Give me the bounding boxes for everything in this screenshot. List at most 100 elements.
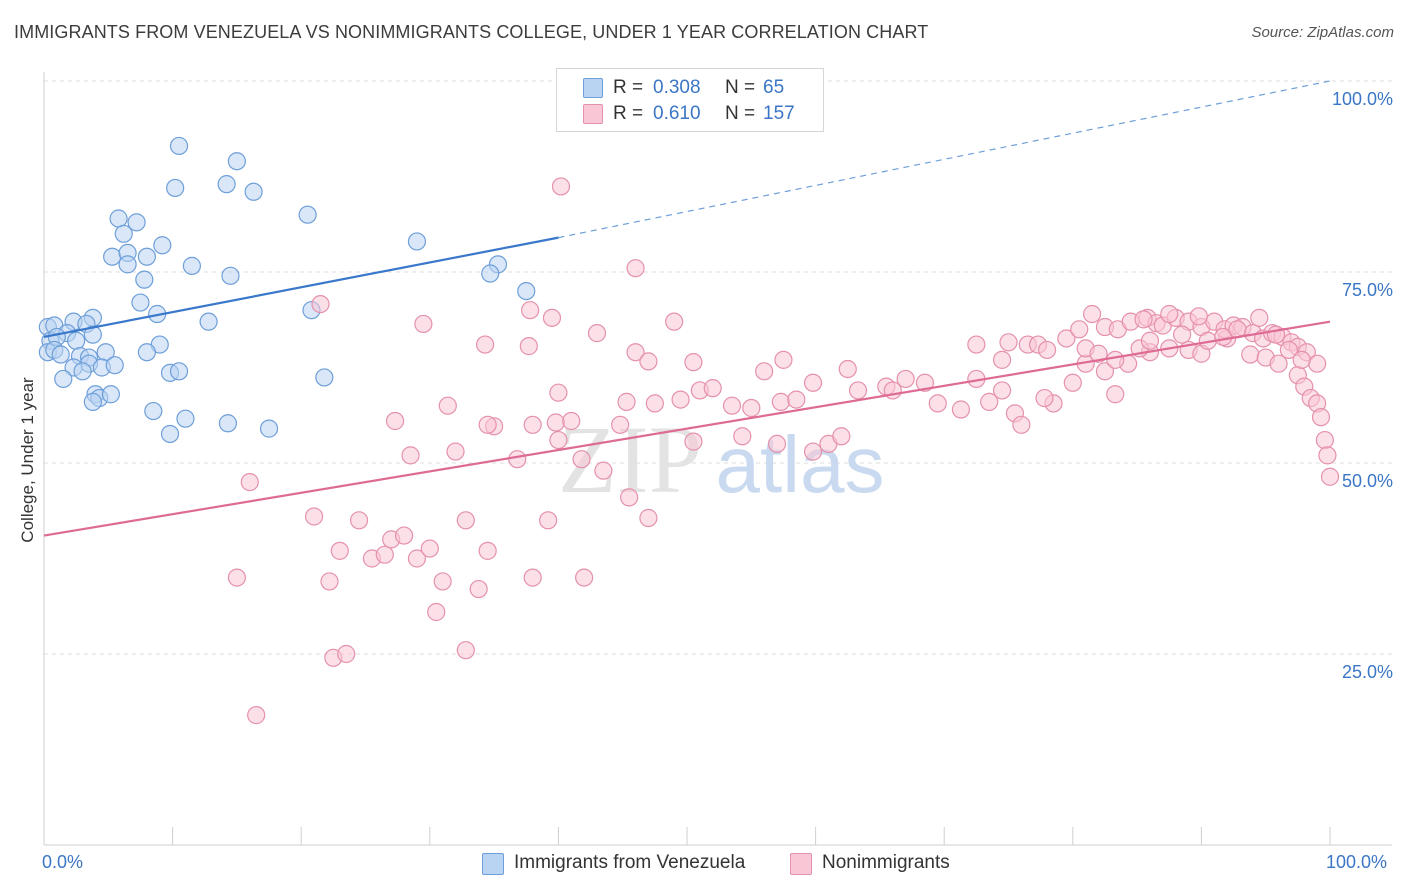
scatter-point	[311, 294, 330, 314]
scatter-point	[199, 312, 218, 331]
scatter-point	[1320, 467, 1340, 486]
scatter-point	[992, 350, 1012, 369]
scatter-point	[218, 414, 237, 433]
scatter-point	[838, 359, 857, 379]
scatter-point	[722, 396, 742, 415]
scatter-point	[478, 415, 497, 434]
scatter-point	[626, 259, 645, 278]
x-tick-label-max: 100.0%	[1326, 852, 1388, 872]
stats-legend: R = 0.308 N = 65 R = 0.610 N = 157	[556, 68, 824, 132]
scatter-point	[1095, 362, 1115, 381]
scatter-point	[1269, 354, 1288, 373]
source-credit: Source: ZipAtlas.com	[1251, 24, 1394, 41]
trend-lines	[43, 80, 1331, 537]
scatter-point	[639, 508, 658, 528]
trend-line-nonimmigrants	[43, 320, 1331, 537]
scatter-point	[542, 308, 562, 327]
scatter-point	[523, 415, 542, 434]
scatter-point	[521, 301, 540, 320]
scatter-point	[330, 541, 349, 560]
scatter-point	[733, 427, 752, 446]
legend-swatch-venezuela	[583, 78, 603, 98]
scatter-point	[337, 644, 356, 664]
scatter-point	[703, 379, 722, 398]
scatter-point	[517, 282, 536, 301]
scatter-point	[539, 511, 558, 530]
scatter-point	[160, 424, 180, 444]
legend-r-value: 0.610	[653, 103, 701, 124]
scatter-point	[427, 602, 446, 622]
scatter-point	[407, 549, 427, 568]
scatter-point	[304, 507, 324, 526]
scatter-point	[51, 345, 70, 364]
scatter-point	[144, 401, 163, 421]
y-tick-label: 50.0%	[1342, 471, 1393, 491]
scatter-point	[617, 392, 636, 411]
scatter-point	[1089, 344, 1108, 363]
scatter-point	[169, 362, 189, 381]
scatter-point	[101, 385, 120, 404]
scatter-point	[967, 335, 986, 354]
scatter-point	[259, 419, 279, 438]
scatter-point	[135, 270, 154, 289]
y-tick-label: 100.0%	[1332, 89, 1393, 109]
scatter-point	[611, 415, 630, 434]
scatter-point	[456, 641, 475, 660]
scatter-point	[433, 572, 452, 591]
scatter-point	[240, 473, 259, 492]
scatter-point	[127, 213, 146, 232]
scatter-point	[519, 337, 538, 356]
scatter-point	[1037, 340, 1057, 360]
scatter-point	[684, 353, 703, 372]
scatter-point	[244, 182, 263, 201]
scatter-point	[665, 312, 684, 331]
legend-n-label: N =	[725, 77, 756, 98]
scatter-point	[166, 178, 185, 198]
scatter-point	[1106, 350, 1125, 369]
scatter-point	[1250, 308, 1269, 327]
scatter-point	[438, 396, 457, 415]
scatter-point	[1292, 350, 1311, 369]
scatter-point	[54, 369, 73, 389]
scatter-point	[118, 255, 137, 274]
scatter-point	[481, 264, 500, 283]
scatter-point	[1311, 408, 1331, 427]
scatter-point	[456, 511, 475, 530]
scatter-point	[755, 362, 774, 381]
scatter-point	[1140, 331, 1160, 350]
scatter-point	[315, 368, 334, 387]
gridlines	[44, 80, 1392, 655]
scatter-point	[475, 335, 495, 354]
scatter-point	[639, 352, 658, 371]
scatter-point	[572, 450, 591, 469]
bottom-legend-swatch-nonimmigrants	[790, 853, 812, 875]
scatter-point	[385, 411, 405, 431]
scatter-point	[1279, 340, 1298, 360]
scatter-point	[298, 205, 317, 224]
scatter-point	[1241, 345, 1260, 364]
scatter-point	[508, 450, 527, 469]
scatter-point	[137, 247, 156, 266]
scatter-point	[320, 572, 339, 591]
scatter-point	[742, 398, 761, 418]
scatter-point	[1070, 320, 1089, 339]
scatter-point	[103, 247, 122, 266]
scatter-point	[1057, 329, 1076, 348]
scatter-point	[575, 568, 594, 587]
scatter-point	[131, 293, 150, 312]
scatter-point	[414, 314, 433, 334]
scatter-point	[767, 434, 787, 453]
scatter-point	[407, 232, 427, 251]
scatter-point	[83, 392, 102, 411]
scatter-point	[980, 392, 999, 411]
scatter-point	[221, 266, 240, 285]
scatter-point	[227, 152, 246, 171]
bottom-legend-swatch-venezuela	[482, 853, 504, 875]
scatter-point	[1308, 354, 1327, 373]
series-venezuela-points	[38, 136, 536, 444]
scatter-point	[774, 350, 793, 369]
scatter-point	[1082, 304, 1102, 324]
scatter-point	[73, 362, 92, 381]
scatter-point	[562, 411, 581, 431]
scatter-point	[999, 333, 1018, 352]
